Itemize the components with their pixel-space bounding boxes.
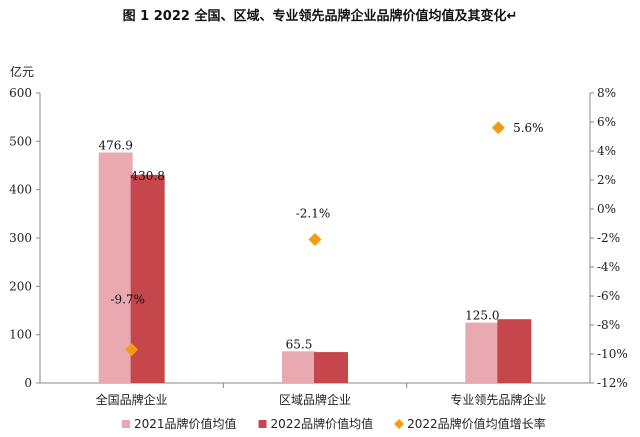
bar-value-label: 65.5: [286, 337, 313, 351]
y2-tick-label: -12%: [597, 376, 628, 390]
growth-rate-label: -2.1%: [296, 206, 331, 220]
y-tick-label: 400: [9, 183, 32, 197]
growth-rate-marker: [308, 232, 322, 246]
y2-tick-label: 4%: [597, 144, 616, 158]
bar: [497, 319, 532, 383]
x-category-label: 全国品牌企业: [96, 392, 168, 407]
y2-tick-label: 2%: [597, 173, 616, 187]
y-axis-unit-label: 亿元: [10, 64, 34, 79]
y2-tick-label: 0%: [597, 202, 616, 216]
y2-tick-label: -4%: [597, 260, 620, 274]
y-tick-label: 0: [24, 376, 32, 390]
growth-rate-marker: [491, 121, 505, 135]
y2-tick-label: -2%: [597, 231, 620, 245]
legend-label: 2021品牌价值均值: [134, 416, 237, 431]
legend-label: 2022品牌价值均值增长率: [407, 416, 546, 431]
y-tick-label: 600: [9, 86, 32, 100]
bar: [98, 152, 133, 383]
bar: [465, 322, 500, 383]
growth-rate-label: 5.6%: [513, 121, 544, 135]
y-tick-label: 300: [9, 231, 32, 245]
y-tick-label: 200: [9, 279, 32, 293]
growth-rate-marker: [125, 343, 139, 357]
legend-swatch: [122, 420, 130, 428]
y-tick-label: 500: [9, 134, 32, 148]
y-tick-label: 100: [9, 328, 32, 342]
bar: [314, 352, 348, 383]
chart-title: 图 1 2022 全国、区域、专业领先品牌企业品牌价值均值及其变化↵: [123, 8, 518, 24]
axes: 0 100 200 300 400 500 600 -12% -10% -8% -6% -4% -2% 0…: [9, 86, 628, 407]
bar-value-label: 476.9: [98, 138, 132, 152]
bar: [282, 351, 316, 383]
legend: 2021品牌价值均值 2022品牌价值均值 2022品牌价值均值增长率: [122, 416, 546, 431]
legend-swatch: [258, 420, 267, 428]
y2-tick-label: 6%: [597, 115, 616, 129]
growth-markers: [125, 121, 505, 357]
x-category-label: 区域品牌企业: [279, 392, 351, 407]
bar-value-label: 430.8: [130, 169, 164, 183]
y2-tick-label: -8%: [597, 318, 620, 332]
legend-label: 2022品牌价值均值: [271, 416, 374, 431]
bars: [98, 152, 532, 383]
bar-value-label: 125.0: [465, 309, 499, 323]
data-labels: 476.9 65.5 125.0 430.8 -9.7% -2.1% 5.6%: [98, 121, 543, 352]
x-category-label: 专业领先品牌企业: [450, 392, 546, 407]
growth-rate-label: -9.7%: [110, 293, 145, 307]
y2-tick-label: 8%: [597, 86, 616, 100]
legend-swatch: [394, 419, 405, 429]
y2-tick-label: -6%: [597, 289, 620, 303]
y2-tick-label: -10%: [597, 347, 628, 361]
